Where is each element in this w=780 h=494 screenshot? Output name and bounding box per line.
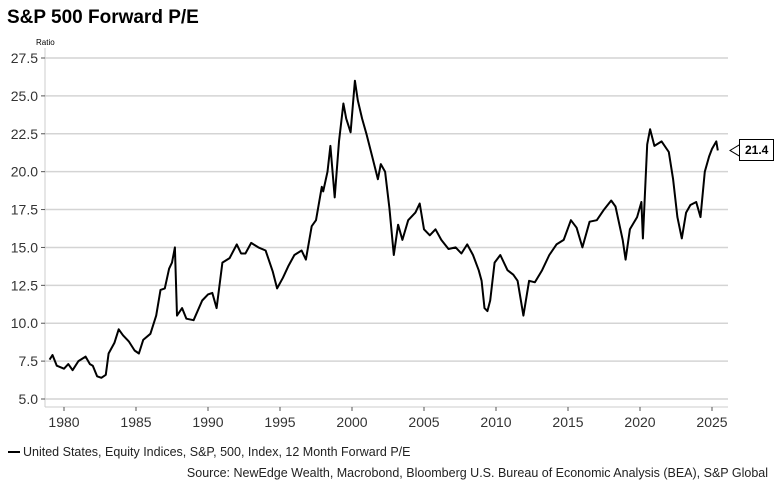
x-tick-label: 2000 [336,414,367,430]
series-line [48,79,719,379]
source-note: Source: NewEdge Wealth, Macrobond, Bloom… [186,466,768,480]
legend-swatch [8,451,20,453]
chart-plot: 5.0 7.5 10.0 12.5 15.0 17.5 20.0 22.5 25.0 27.5 19… [11,48,741,430]
y-axis-label: Ratio [36,38,55,47]
x-tick-label: 2005 [408,414,439,430]
y-tick-label: 10.0 [11,315,38,331]
y-tick-label: 12.5 [11,277,38,293]
y-tick-label: 5.0 [19,391,39,407]
x-tick-label: 1980 [48,414,79,430]
x-tick-label: 2015 [552,414,583,430]
x-tick-label: 2025 [696,414,727,430]
legend-label: United States, Equity Indices, S&P, 500,… [23,445,411,459]
y-tick-label: 15.0 [11,239,38,255]
y-tick-label: 17.5 [11,202,38,218]
callout-pointer [729,144,741,157]
y-tick-label: 27.5 [11,50,38,66]
y-tick-label: 7.5 [19,353,39,369]
x-tick-label: 1995 [264,414,295,430]
y-tick-label: 25.0 [11,88,38,104]
x-tick-label: 2010 [480,414,511,430]
legend: United States, Equity Indices, S&P, 500,… [8,445,410,459]
y-tick-label: 22.5 [11,126,38,142]
chart-title: S&P 500 Forward P/E [7,7,199,28]
x-tick-label: 1990 [192,414,223,430]
x-tick-label: 1985 [120,414,151,430]
x-tick-label: 2020 [624,414,655,430]
last-value-label: 21.4 [739,139,775,162]
y-tick-label: 20.0 [11,164,38,180]
